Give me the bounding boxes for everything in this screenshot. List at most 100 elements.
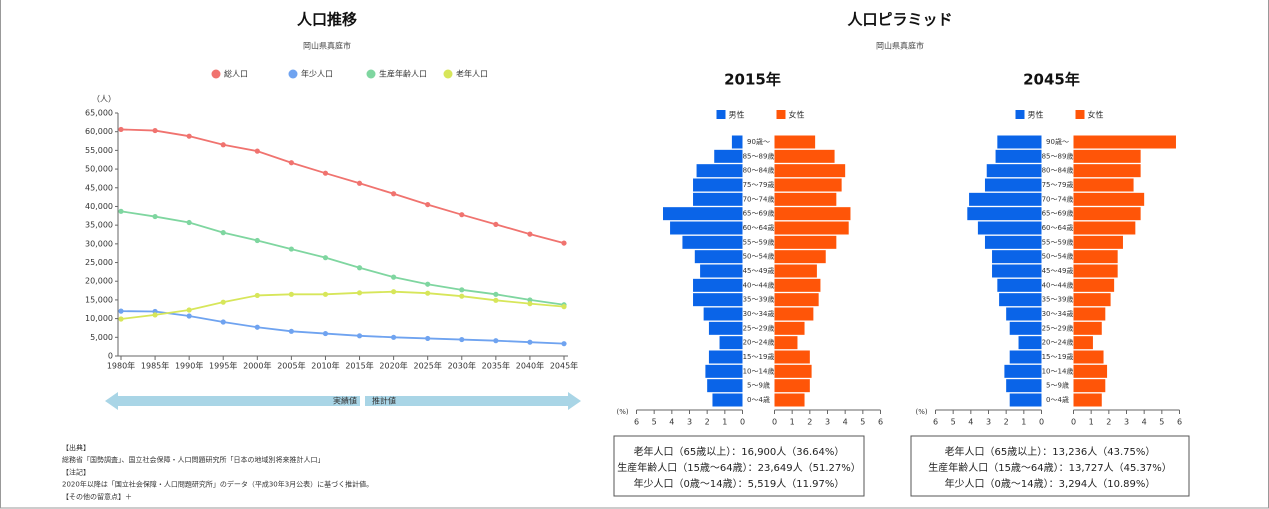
data-point — [118, 308, 124, 314]
annotation: 推計値 — [372, 396, 396, 406]
bar — [670, 221, 743, 235]
bar — [708, 350, 743, 364]
series-line — [120, 290, 565, 320]
bar — [1006, 307, 1042, 321]
data-point — [561, 304, 567, 310]
series-line — [120, 128, 565, 244]
bar — [774, 250, 826, 264]
x-tick-label: 6 — [634, 418, 639, 427]
bar — [774, 135, 816, 149]
bar — [774, 336, 798, 350]
bar — [1073, 278, 1115, 292]
bar — [1073, 307, 1106, 321]
bar — [700, 264, 743, 278]
category-label: 25～29歳 — [743, 323, 775, 332]
data-point — [561, 341, 567, 347]
data-point — [356, 333, 363, 339]
legend-label: 生産年齢人口 — [379, 69, 427, 79]
bar — [774, 221, 849, 235]
x-tick-label: 6 — [878, 418, 883, 427]
x-tick-label: 1 — [722, 418, 727, 427]
data-point — [425, 201, 431, 208]
data-point — [254, 324, 260, 330]
bar — [1073, 149, 1141, 163]
x-tick-label: 2045年 — [550, 361, 578, 371]
bar — [703, 307, 743, 321]
data-point — [220, 230, 226, 236]
legend-swatch — [443, 69, 453, 79]
data-point — [493, 291, 499, 297]
category-label: 45～49歳 — [1042, 266, 1074, 275]
summary-box — [910, 435, 1190, 497]
bar — [1073, 336, 1093, 350]
data-point — [322, 291, 329, 297]
bar — [693, 293, 743, 307]
legend-label: 女性 — [789, 110, 805, 120]
data-point — [391, 289, 397, 295]
data-point — [527, 339, 533, 345]
legend-swatch — [1075, 110, 1085, 119]
category-label: 10～14歳 — [743, 366, 775, 375]
x-tick-label: 5 — [652, 418, 657, 427]
data-point — [391, 191, 397, 197]
legend-label: 男性 — [1028, 110, 1044, 120]
data-point — [118, 316, 124, 322]
bar — [992, 250, 1042, 264]
bar — [774, 192, 837, 206]
legend-swatch — [1015, 110, 1025, 119]
chart-subtitle: 岡山県真庭市 — [303, 41, 351, 51]
summary-line: 生産年齢人口（15歳～64歳）：13,727人（45.37%） — [928, 461, 1172, 474]
summary-box — [613, 435, 865, 497]
bar — [774, 178, 842, 192]
category-label: 15～19歳 — [743, 352, 775, 361]
category-label: 5～9歳 — [747, 381, 770, 390]
bar — [1006, 379, 1042, 393]
bar — [1073, 393, 1102, 407]
data-point — [356, 180, 363, 186]
category-label: 25～29歳 — [1042, 323, 1074, 332]
y-tick-label: 65,000 — [85, 109, 113, 118]
x-tick-label: 0 — [1071, 418, 1076, 427]
data-point — [425, 290, 431, 296]
data-point — [118, 126, 124, 133]
category-label: 85～89歳 — [743, 151, 775, 160]
pyramid-title: 人口ピラミッド — [847, 11, 952, 29]
note: 2020年以降は「国立社会保障・人口問題研究所」のデータ（平成30年3月公表）に… — [62, 480, 373, 489]
x-tick-label: 2040年 — [516, 361, 544, 371]
data-point — [459, 336, 465, 343]
summary-line: 老年人口（65歳以上）：13,236人（43.75%） — [945, 445, 1156, 458]
data-point — [152, 127, 158, 134]
x-tick-label: 0 — [772, 418, 777, 427]
period-arrow — [105, 392, 581, 410]
bar — [774, 264, 817, 278]
bar — [1004, 364, 1042, 378]
x-tick-label: 2010年 — [311, 361, 339, 371]
x-tick-label: 2025年 — [414, 361, 442, 371]
note: 【注記】 — [62, 467, 90, 476]
x-tick-label: 2 — [705, 418, 710, 427]
bar — [1073, 264, 1118, 278]
category-label: 60～64歳 — [743, 223, 775, 232]
bar — [693, 192, 743, 206]
bar — [967, 207, 1042, 221]
category-label: 90歳～ — [1046, 137, 1069, 146]
data-point — [391, 334, 397, 340]
category-label: 35～39歳 — [743, 295, 775, 304]
bar — [774, 350, 810, 364]
data-point — [459, 293, 465, 299]
data-point — [425, 281, 431, 287]
category-label: 75～79歳 — [1042, 180, 1074, 189]
category-label: 55～59歳 — [743, 237, 775, 246]
data-point — [152, 213, 158, 220]
data-point — [527, 231, 533, 237]
bar — [696, 164, 743, 178]
bar — [694, 250, 743, 264]
x-tick-label: 2 — [1106, 418, 1111, 427]
bar — [705, 364, 743, 378]
y-tick-label: 10,000 — [85, 314, 113, 323]
bar — [1073, 135, 1176, 149]
data-point — [186, 133, 192, 139]
category-label: 55～59歳 — [1042, 237, 1074, 246]
x-tick-label: 6 — [933, 418, 938, 427]
